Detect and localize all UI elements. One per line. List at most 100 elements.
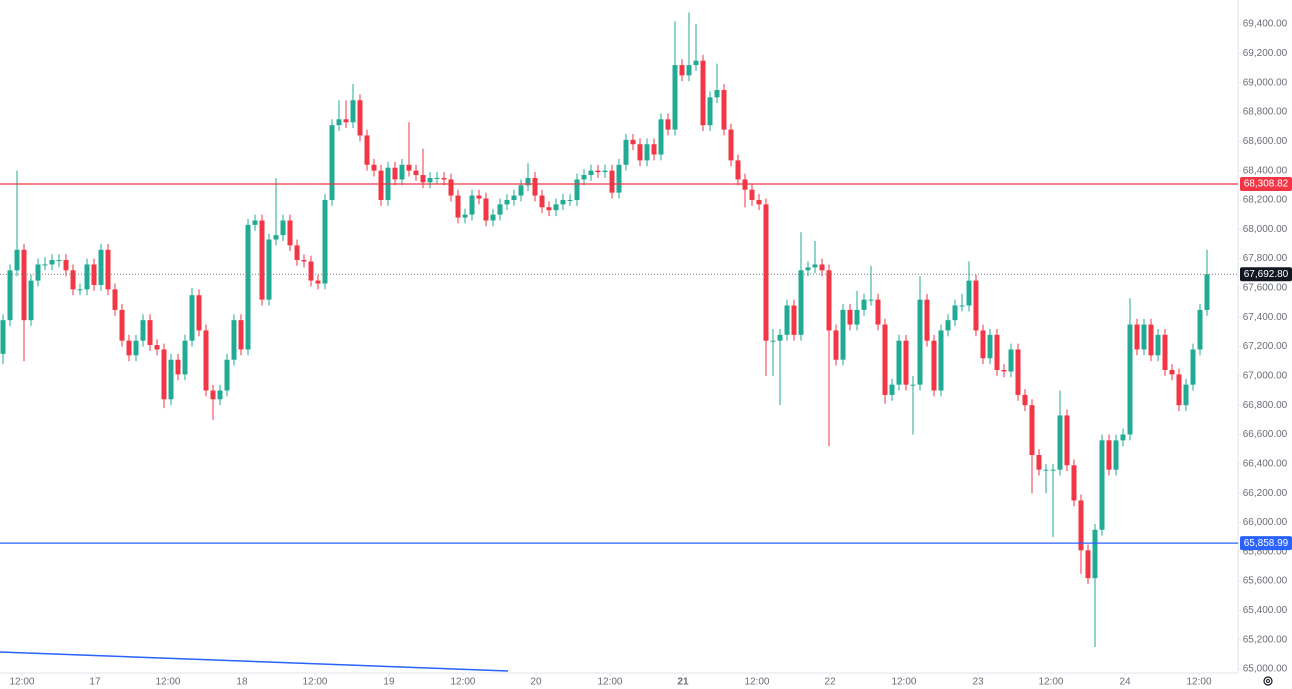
y-tick-label: 65,800.00	[1243, 546, 1288, 557]
candle-body	[532, 177, 538, 196]
candle-body	[217, 390, 223, 400]
candle-body	[581, 175, 587, 180]
candle-body	[1057, 415, 1063, 470]
candle-body	[154, 345, 160, 350]
candle-body	[119, 309, 125, 341]
settings-icon[interactable]	[1263, 676, 1273, 686]
candle-body	[518, 185, 524, 196]
x-tick-label: 19	[383, 677, 395, 688]
candle-body	[644, 144, 650, 161]
candle-body	[861, 299, 867, 310]
candle-body	[980, 330, 986, 359]
candle-body	[504, 199, 510, 205]
price-label-box	[1240, 176, 1292, 191]
candle-body	[630, 139, 636, 145]
candle-body	[455, 195, 461, 218]
candles	[0, 12, 1210, 648]
candle-body	[448, 179, 454, 196]
candle-body	[1064, 415, 1070, 466]
candle-body	[560, 199, 566, 205]
candle-body	[336, 119, 342, 126]
candle-body	[567, 199, 573, 201]
candle-body	[924, 299, 930, 341]
candle-body	[959, 305, 965, 307]
candle-body	[378, 170, 384, 200]
candle-body	[707, 97, 713, 126]
y-tick-label: 66,200.00	[1243, 488, 1288, 499]
candle-body	[553, 204, 559, 211]
candle-body	[98, 249, 104, 285]
candle-body	[161, 349, 167, 400]
candle-body	[231, 320, 237, 360]
candle-body	[987, 334, 993, 359]
candle-body	[658, 119, 664, 155]
candle-body	[812, 264, 818, 268]
candle-body	[826, 270, 832, 331]
candle-body	[294, 245, 300, 261]
candle-body	[413, 170, 419, 176]
trend-line	[0, 651, 509, 672]
candle-body	[910, 384, 916, 386]
price-label-box	[1240, 267, 1292, 282]
x-tick-label: 12:00	[450, 677, 475, 688]
candle-body	[616, 164, 622, 193]
candle-body	[966, 280, 972, 306]
candle-body	[434, 177, 440, 179]
candle-body	[1134, 324, 1140, 350]
candle-body	[1078, 500, 1084, 551]
candle-body	[175, 359, 181, 375]
candle-body	[1141, 324, 1147, 350]
y-tick-label: 68,000.00	[1243, 224, 1288, 235]
candle-body	[266, 239, 272, 300]
candle-body	[693, 60, 699, 66]
candle-body	[462, 214, 468, 218]
candle-body	[490, 214, 496, 221]
candle-body	[280, 220, 286, 236]
candle-body	[42, 264, 48, 266]
candle-body	[1099, 440, 1105, 530]
candle-body	[476, 195, 482, 199]
candle-body	[441, 177, 447, 180]
candle-body	[896, 340, 902, 385]
y-tick-label: 67,600.00	[1243, 283, 1288, 294]
candle-body	[1155, 334, 1161, 356]
candle-body	[1204, 274, 1210, 310]
candle-body	[420, 175, 426, 183]
candle-body	[1162, 334, 1168, 370]
candle-body	[588, 170, 594, 176]
candle-body	[973, 280, 979, 331]
y-tick-label: 69,400.00	[1243, 19, 1288, 30]
candle-body	[994, 334, 1000, 370]
price-label: 65,858.99	[1244, 538, 1289, 549]
candle-body	[126, 340, 132, 356]
candle-body	[1127, 324, 1133, 435]
candle-body	[791, 305, 797, 335]
x-tick-label: 18	[236, 677, 248, 688]
candle-body	[546, 207, 552, 211]
candle-body	[1001, 369, 1007, 372]
candle-body	[399, 164, 405, 180]
candle-body	[308, 261, 314, 281]
candle-body	[392, 167, 398, 180]
x-tick-label: 24	[1119, 677, 1131, 688]
candle-body	[91, 264, 97, 285]
candle-body	[840, 309, 846, 360]
candle-body	[952, 305, 958, 321]
candle-body	[714, 90, 720, 98]
y-tick-label: 67,400.00	[1243, 312, 1288, 323]
candle-body	[945, 320, 951, 331]
price-label: 67,692.80	[1244, 269, 1289, 280]
candle-body	[1071, 465, 1077, 501]
x-tick-label: 23	[972, 677, 984, 688]
price-label-box	[1240, 536, 1292, 551]
y-tick-label: 68,400.00	[1243, 165, 1288, 176]
candle-body	[322, 199, 328, 284]
candle-body	[14, 249, 20, 271]
y-tick-label: 65,600.00	[1243, 576, 1288, 587]
candle-body	[133, 340, 139, 356]
settings-gear-center[interactable]	[1266, 679, 1270, 683]
settings-gear[interactable]	[1263, 676, 1273, 686]
candle-body	[574, 179, 580, 200]
candle-body	[931, 340, 937, 391]
candle-body	[406, 164, 412, 171]
